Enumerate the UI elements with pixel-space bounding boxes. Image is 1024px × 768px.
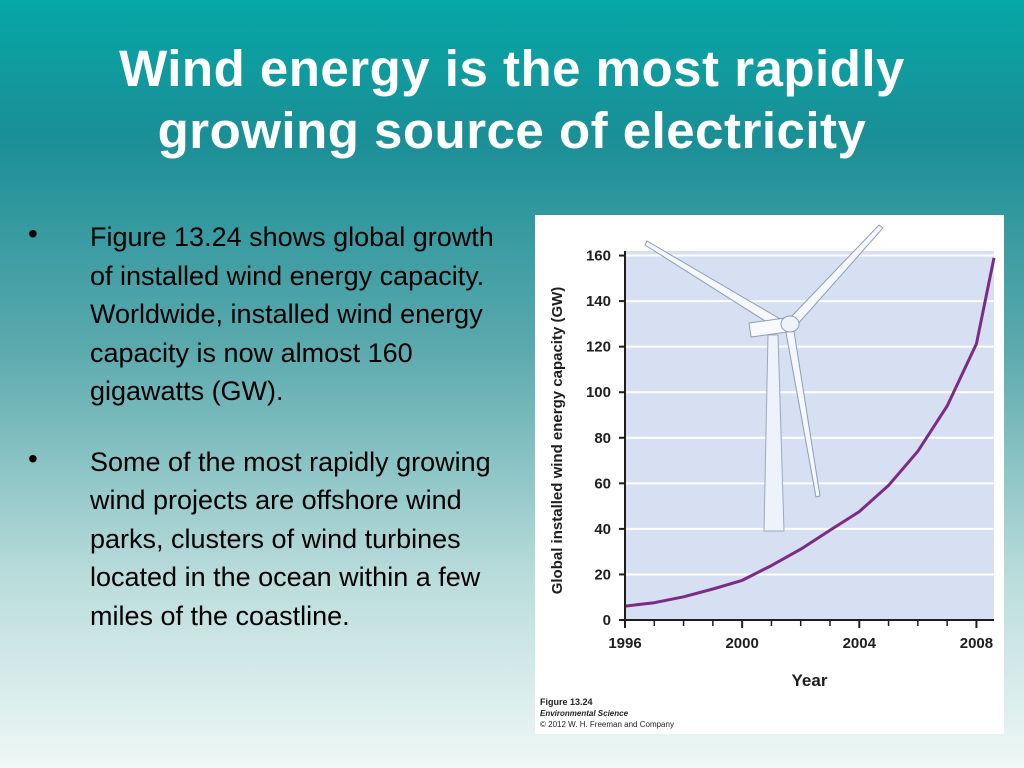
ticks: [619, 254, 978, 628]
tick-labels: 0 20 40 60 80 100 120 140 160 1996 2000 2004 2008: [586, 248, 993, 652]
capacity-line: [624, 257, 996, 608]
y-tick-label: 140: [586, 293, 611, 310]
x-tick-label: 1996: [608, 635, 641, 652]
capacity-chart: 0 20 40 60 80 100 120 140 160 1996 2000 2004 2008 Ye…: [549, 224, 996, 690]
bullet-text: Some of the most rapidly growing wind pr…: [90, 446, 491, 631]
bullet-marker: •: [28, 442, 38, 474]
bullet-item: • Some of the most rapidly growing wind …: [20, 443, 520, 636]
y-tick-label: 80: [594, 430, 611, 447]
figure-panel: 0 20 40 60 80 100 120 140 160 1996 2000 2004 2008 Ye…: [535, 215, 1004, 734]
y-tick-label: 60: [594, 475, 611, 492]
x-tick-label: 2008: [960, 635, 993, 652]
slide-title: Wind energy is the most rapidly growing …: [119, 40, 905, 159]
x-tick-label: 2000: [725, 635, 758, 652]
caption-book-title: Environmental Science: [540, 709, 629, 718]
y-tick-label: 120: [586, 339, 611, 356]
caption-copyright: © 2012 W. H. Freeman and Company: [540, 720, 674, 729]
bullet-text: Figure 13.24 shows global growth of inst…: [90, 222, 494, 406]
y-tick-label: 40: [594, 521, 611, 538]
bullet-marker: •: [28, 218, 38, 249]
turbine-hub: [780, 315, 800, 333]
gridlines: [625, 254, 994, 576]
y-tick-label: 100: [586, 384, 611, 401]
y-axis-label: Global installed wind energy capacity (G…: [549, 287, 566, 595]
y-tick-label: 20: [594, 566, 611, 583]
caption-figure-number: Figure 13.24: [540, 697, 593, 707]
x-axis-label: Year: [792, 671, 828, 690]
y-tick-label: 160: [586, 248, 611, 265]
bullet-item: • Figure 13.24 shows global growth of in…: [20, 218, 520, 411]
y-tick-label: 0: [603, 612, 611, 629]
axes: [624, 251, 994, 621]
bullet-list: • Figure 13.24 shows global growth of in…: [20, 218, 520, 667]
wind-turbine-illustration: [644, 224, 884, 532]
figure-caption: Figure 13.24 Environmental Science © 201…: [540, 697, 674, 730]
x-tick-label: 2004: [843, 635, 877, 652]
turbine-tower: [763, 334, 785, 532]
